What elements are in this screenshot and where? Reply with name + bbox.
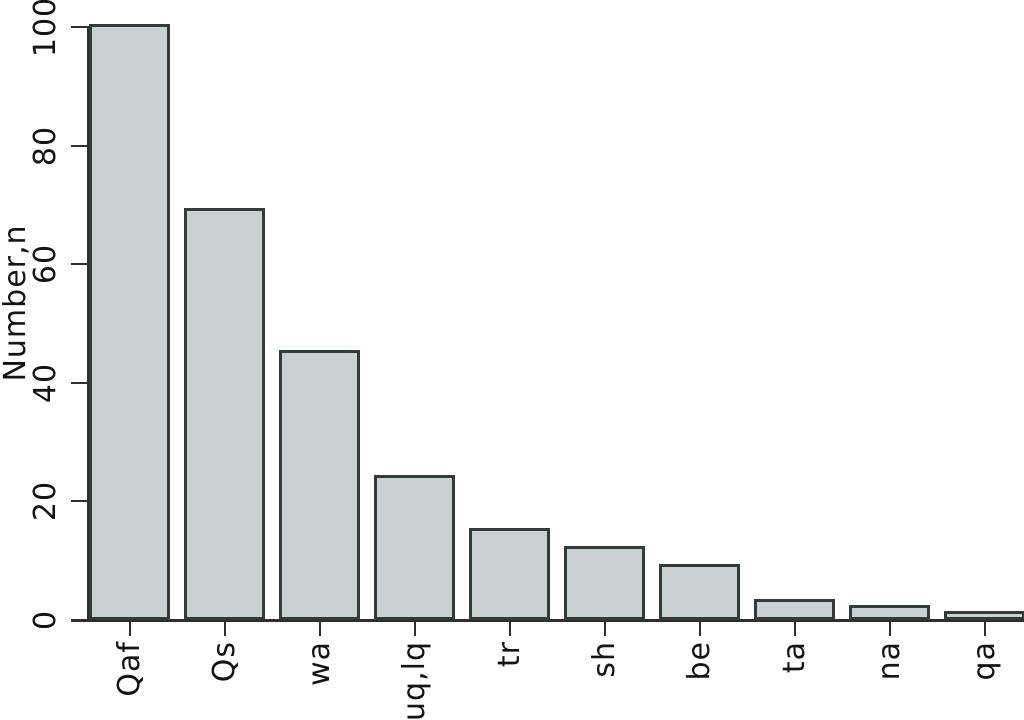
y-tick [71,381,89,384]
bar-qa [944,611,1024,620]
x-tick [983,622,986,636]
x-tick-label: tr [491,641,527,668]
x-tick [413,622,416,636]
bar-uq,lq [374,475,455,620]
bar-tr [469,528,550,620]
x-tick-label: sh [586,641,622,678]
y-tick-label: 40 [27,362,63,403]
y-axis-line [87,27,89,620]
x-tick [128,622,131,636]
y-tick-label: 60 [27,244,63,285]
x-tick [698,622,701,636]
y-tick [71,144,89,147]
x-tick [793,622,796,636]
bar-wa [279,350,360,620]
x-tick [223,622,226,636]
x-tick [888,622,891,636]
bar-na [849,605,930,620]
x-tick [318,622,321,636]
x-axis-line [71,619,1024,622]
bar-Qaf [89,24,170,620]
x-tick-label: wa [301,641,337,686]
y-tick-label: 0 [27,609,63,631]
y-tick [71,26,89,28]
x-tick-label: Qs [206,641,242,683]
x-tick-label: na [871,641,907,681]
bar-be [659,564,740,620]
x-tick-label: Qaf [111,641,147,697]
y-tick [71,500,89,503]
x-tick [603,622,606,636]
y-tick [71,263,89,266]
bar-Qs [184,208,265,620]
x-tick-label: qa [966,641,1002,681]
x-tick [508,622,511,636]
y-tick [71,619,89,621]
y-tick-label: 80 [27,125,63,166]
x-tick-label: ta [776,641,812,674]
x-tick-label: be [681,641,717,681]
bar-sh [564,546,645,620]
bar-ta [754,599,835,620]
y-tick-label: 20 [27,481,63,522]
y-tick-label: 100 [27,0,63,58]
x-tick-label: uq,lq [396,641,432,720]
